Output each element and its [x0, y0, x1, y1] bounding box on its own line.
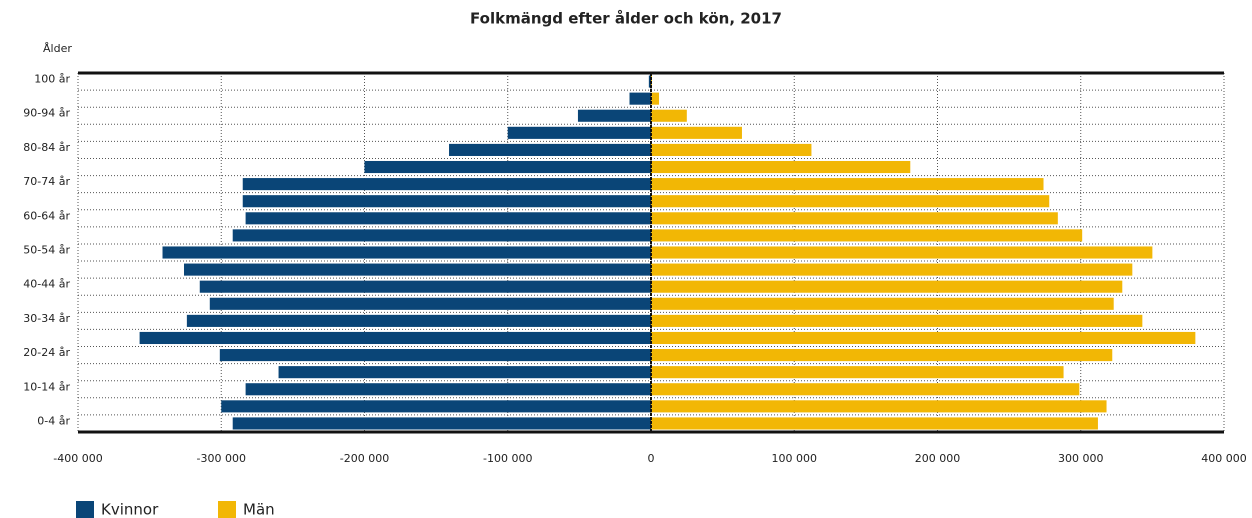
bar [245, 212, 652, 225]
y-tick-label: 10-14 år [23, 380, 70, 393]
bar [651, 366, 1064, 379]
bar [278, 366, 651, 379]
bar [651, 246, 1153, 259]
y-tick-label: 50-54 år [23, 244, 70, 257]
bar [651, 92, 660, 105]
bar [651, 143, 812, 156]
bar [651, 331, 1196, 345]
x-tick-label: -400 000 [53, 452, 102, 465]
x-tick-label: 0 [648, 452, 655, 465]
x-tick-label: -200 000 [340, 452, 389, 465]
bar [651, 349, 1113, 362]
x-tick-label: 300 000 [1058, 452, 1104, 465]
bar [232, 229, 651, 242]
bar [651, 280, 1123, 293]
legend-label: Män [243, 501, 275, 518]
bar [651, 297, 1114, 310]
legend-swatch [76, 501, 94, 518]
bar [449, 143, 651, 156]
y-tick-label: 70-74 år [23, 175, 70, 188]
bar [199, 280, 651, 293]
bar [651, 126, 742, 139]
y-tick-label: 30-34 år [23, 312, 70, 325]
x-tick-label: 200 000 [915, 452, 961, 465]
bar [651, 400, 1107, 413]
bar [364, 160, 651, 174]
legend-swatch [218, 501, 236, 518]
bar [186, 314, 651, 327]
bar [651, 229, 1083, 242]
bar [651, 212, 1058, 225]
bar [232, 417, 651, 430]
bar [184, 263, 651, 276]
bar [651, 383, 1080, 396]
bar [651, 195, 1050, 208]
x-tick-label: 400 000 [1201, 452, 1247, 465]
y-tick-label: 100 år [34, 73, 70, 86]
bar [651, 263, 1133, 276]
y-tick-label: 80-84 år [23, 141, 70, 154]
bar [651, 417, 1098, 430]
y-axis-label: Ålder [43, 42, 72, 55]
y-tick-label: 0-4 år [37, 414, 70, 427]
bar [242, 195, 652, 208]
bar [651, 178, 1044, 191]
bar [219, 349, 651, 362]
y-tick-label: 40-44 år [23, 278, 70, 291]
y-tick-label: 90-94 år [23, 107, 70, 120]
bar [242, 178, 652, 191]
bar [648, 75, 651, 88]
y-tick-label: 60-64 år [23, 209, 70, 222]
bar [577, 109, 651, 122]
bar [651, 109, 687, 122]
bar [245, 383, 652, 396]
bar [651, 160, 911, 174]
legend-label: Kvinnor [101, 501, 159, 518]
y-tick-label: 20-24 år [23, 346, 70, 359]
bar [507, 126, 651, 139]
x-tick-label: -300 000 [197, 452, 246, 465]
bar [209, 297, 652, 310]
bar [221, 400, 651, 413]
bar [162, 246, 651, 259]
bar [139, 331, 651, 345]
chart-title: Folkmängd efter ålder och kön, 2017 [470, 10, 782, 28]
x-tick-label: 100 000 [772, 452, 818, 465]
bar [651, 314, 1143, 327]
x-tick-label: -100 000 [483, 452, 532, 465]
bar [629, 92, 651, 105]
